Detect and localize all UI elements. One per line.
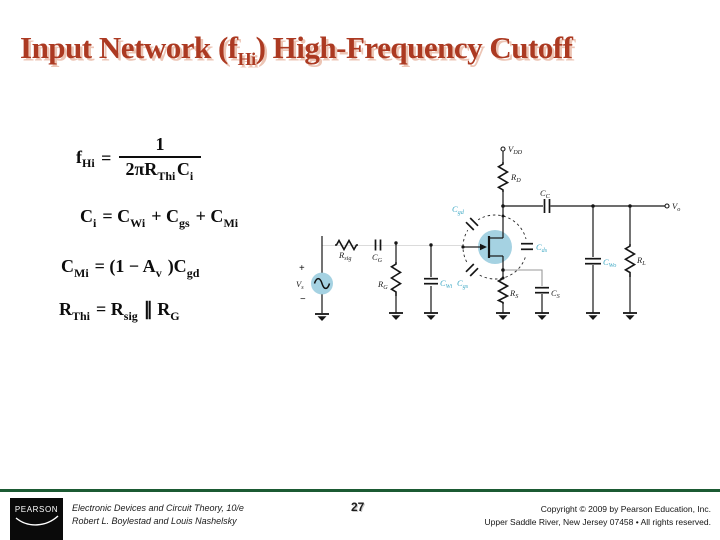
rs-resistor xyxy=(496,277,510,304)
rsig-resistor xyxy=(335,238,358,252)
cwi-capacitor xyxy=(424,277,438,285)
book-info: Electronic Devices and Circuit Theory, 1… xyxy=(72,502,244,528)
cgs-capacitor xyxy=(465,263,479,277)
junction-dots xyxy=(394,204,632,280)
rd-resistor xyxy=(496,162,510,192)
copyright-notice: Copyright © 2009 by Pearson Education, I… xyxy=(485,503,711,528)
page-number: 27 xyxy=(351,500,365,514)
rs-label: RS xyxy=(509,288,518,300)
vdd-terminal xyxy=(500,146,506,152)
formula-ci: Ci = CWi + Cgs + CMi xyxy=(80,206,239,230)
rl-resistor xyxy=(623,244,637,277)
footer-divider xyxy=(0,489,720,492)
cs-capacitor xyxy=(535,286,549,294)
fet-gate-arrow-icon xyxy=(480,243,487,251)
title-suffix: ) High-Frequency Cutoff xyxy=(255,30,573,65)
rsig-label: Rsig xyxy=(338,250,351,262)
fet-highlight-circle xyxy=(478,230,512,264)
rl-label: RL xyxy=(636,255,646,267)
title-subscript: Hi xyxy=(237,49,256,70)
vs-label: Vs xyxy=(296,279,304,291)
pearson-logo: PEARSON xyxy=(10,498,63,540)
cs-label: CS xyxy=(551,288,560,300)
book-title: Electronic Devices and Circuit Theory, 1… xyxy=(72,503,244,513)
cds-label: Cds xyxy=(536,242,548,254)
copyright-line1: Copyright © 2009 by Pearson Education, I… xyxy=(540,504,711,514)
vs-minus-sign: − xyxy=(300,294,306,305)
denominator: 2πRThiCi xyxy=(125,159,194,183)
cds-capacitor xyxy=(521,242,533,251)
pearson-logo-text: PEARSON xyxy=(14,505,59,514)
cwi-label: CWi xyxy=(440,278,452,290)
circuit-diagram: + − Vs Rsig CG RG CWi Cgd Cgs Cds VDD RD… xyxy=(296,144,680,322)
title-prefix: Input Network (f xyxy=(20,30,238,65)
formula-rthi: RThi = Rsig ∥ RG xyxy=(59,299,180,323)
book-authors: Robert L. Boylestad and Louis Nashelsky xyxy=(72,516,237,526)
source-bypass-wire xyxy=(505,269,543,286)
rd-label: RD xyxy=(510,172,521,184)
formula-fhi: fHi = 1 2πRThiCi xyxy=(76,134,201,184)
wires xyxy=(321,151,665,313)
formula-cmi: CMi = (1 − Av )Cgd xyxy=(61,256,200,280)
cgd-capacitor xyxy=(465,217,479,231)
vdd-label: VDD xyxy=(508,144,523,156)
page-title: Input Network (fHi) High-Frequency Cutof… xyxy=(20,30,573,70)
numerator: 1 xyxy=(119,134,201,158)
vo-label: Vo xyxy=(672,201,680,213)
cgd-label: Cgd xyxy=(452,204,465,216)
rg-label: RG xyxy=(377,279,388,291)
vo-terminal xyxy=(664,203,670,209)
ground-symbols xyxy=(314,312,638,322)
sine-wave-icon xyxy=(313,277,331,290)
pearson-swoosh-icon xyxy=(15,515,59,526)
fraction: 1 2πRThiCi xyxy=(119,134,201,184)
cwo-capacitor xyxy=(585,257,601,265)
equals-sign: = xyxy=(101,148,112,169)
cc-label: CC xyxy=(540,188,551,200)
cg-capacitor xyxy=(374,239,382,251)
cg-label: CG xyxy=(372,252,383,264)
cgs-label: Cgs xyxy=(457,278,469,290)
cc-capacitor xyxy=(543,199,551,213)
copyright-line2: Upper Saddle River, New Jersey 07458 • A… xyxy=(484,516,711,527)
formula-fhi-lhs: fHi xyxy=(76,146,95,171)
rg-resistor xyxy=(389,262,403,296)
vs-plus-sign: + xyxy=(299,263,305,274)
cwo-label: CWo xyxy=(603,257,616,269)
